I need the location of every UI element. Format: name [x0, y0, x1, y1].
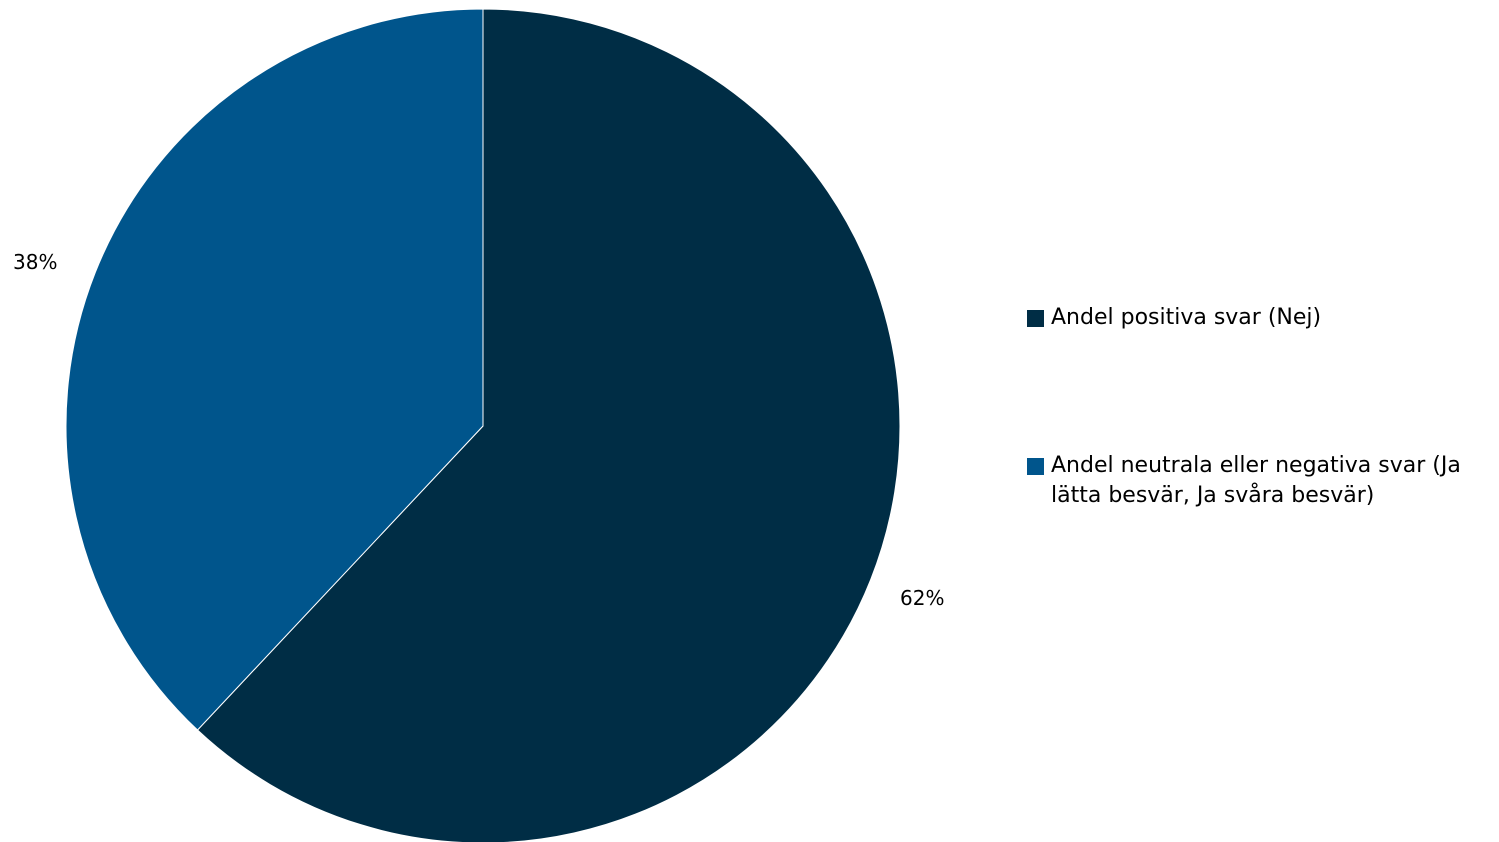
pie-slice-neutral-negative	[65, 8, 484, 731]
legend: Andel positiva svar (Nej) Andel neutrala…	[1027, 303, 1497, 511]
data-label-positive: 62%	[900, 586, 945, 610]
legend-swatch-neutral-negative	[1027, 458, 1044, 475]
pie-slices	[65, 8, 901, 842]
legend-label-positive: Andel positiva svar (Nej)	[1051, 305, 1322, 330]
data-label-neutral-negative: 38%	[13, 250, 58, 274]
legend-label-neutral-negative: Andel neutrala eller negativa svar (Ja l…	[1051, 453, 1461, 508]
legend-swatch-positive	[1027, 310, 1044, 327]
legend-item-positive: Andel positiva svar (Nej)	[1027, 303, 1497, 333]
legend-item-neutral-negative: Andel neutrala eller negativa svar (Ja l…	[1027, 451, 1497, 511]
pie-slice-positive	[196, 8, 901, 842]
